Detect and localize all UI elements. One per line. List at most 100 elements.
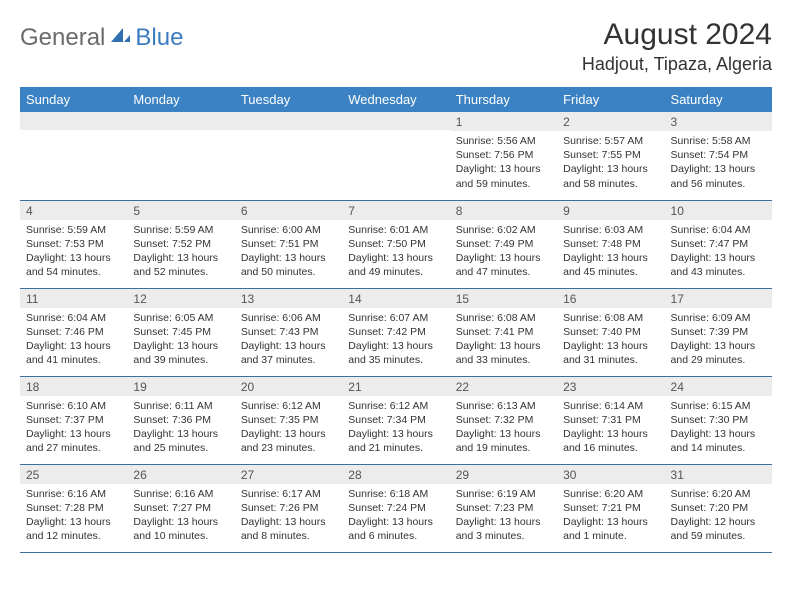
empty-day bbox=[20, 112, 127, 130]
sunrise-text: Sunrise: 5:56 AM bbox=[456, 134, 551, 148]
sunrise-text: Sunrise: 6:14 AM bbox=[563, 399, 658, 413]
calendar-body: 1Sunrise: 5:56 AMSunset: 7:56 PMDaylight… bbox=[20, 112, 772, 552]
calendar-day-cell: 16Sunrise: 6:08 AMSunset: 7:40 PMDayligh… bbox=[557, 288, 664, 376]
sunset-text: Sunset: 7:40 PM bbox=[563, 325, 658, 339]
calendar-week-row: 18Sunrise: 6:10 AMSunset: 7:37 PMDayligh… bbox=[20, 376, 772, 464]
sunrise-text: Sunrise: 6:18 AM bbox=[348, 487, 443, 501]
daylight-text: Daylight: 13 hours and 27 minutes. bbox=[26, 427, 121, 455]
day-number: 7 bbox=[342, 201, 449, 220]
day-details: Sunrise: 6:04 AMSunset: 7:46 PMDaylight:… bbox=[20, 308, 127, 372]
daylight-text: Daylight: 13 hours and 16 minutes. bbox=[563, 427, 658, 455]
day-details: Sunrise: 5:59 AMSunset: 7:52 PMDaylight:… bbox=[127, 220, 234, 284]
day-details: Sunrise: 6:08 AMSunset: 7:40 PMDaylight:… bbox=[557, 308, 664, 372]
sunrise-text: Sunrise: 6:16 AM bbox=[133, 487, 228, 501]
calendar-day-cell: 29Sunrise: 6:19 AMSunset: 7:23 PMDayligh… bbox=[450, 464, 557, 552]
sunrise-text: Sunrise: 6:13 AM bbox=[456, 399, 551, 413]
sunset-text: Sunset: 7:49 PM bbox=[456, 237, 551, 251]
daylight-text: Daylight: 13 hours and 50 minutes. bbox=[241, 251, 336, 279]
sunset-text: Sunset: 7:20 PM bbox=[671, 501, 766, 515]
calendar-day-cell: 23Sunrise: 6:14 AMSunset: 7:31 PMDayligh… bbox=[557, 376, 664, 464]
day-number: 9 bbox=[557, 201, 664, 220]
weekday-header: Friday bbox=[557, 87, 664, 112]
day-number: 18 bbox=[20, 377, 127, 396]
sunset-text: Sunset: 7:36 PM bbox=[133, 413, 228, 427]
sunrise-text: Sunrise: 5:59 AM bbox=[26, 223, 121, 237]
sunset-text: Sunset: 7:56 PM bbox=[456, 148, 551, 162]
sunset-text: Sunset: 7:32 PM bbox=[456, 413, 551, 427]
logo: General Blue bbox=[20, 18, 183, 52]
sunrise-text: Sunrise: 6:05 AM bbox=[133, 311, 228, 325]
sunrise-text: Sunrise: 6:04 AM bbox=[26, 311, 121, 325]
daylight-text: Daylight: 13 hours and 1 minute. bbox=[563, 515, 658, 543]
sunset-text: Sunset: 7:37 PM bbox=[26, 413, 121, 427]
daylight-text: Daylight: 13 hours and 21 minutes. bbox=[348, 427, 443, 455]
calendar-day-cell: 2Sunrise: 5:57 AMSunset: 7:55 PMDaylight… bbox=[557, 112, 664, 200]
sunrise-text: Sunrise: 6:10 AM bbox=[26, 399, 121, 413]
calendar-day-cell: 3Sunrise: 5:58 AMSunset: 7:54 PMDaylight… bbox=[665, 112, 772, 200]
calendar-week-row: 25Sunrise: 6:16 AMSunset: 7:28 PMDayligh… bbox=[20, 464, 772, 552]
day-details: Sunrise: 6:16 AMSunset: 7:27 PMDaylight:… bbox=[127, 484, 234, 548]
day-number: 10 bbox=[665, 201, 772, 220]
day-details: Sunrise: 6:12 AMSunset: 7:34 PMDaylight:… bbox=[342, 396, 449, 460]
day-number: 28 bbox=[342, 465, 449, 484]
day-number: 4 bbox=[20, 201, 127, 220]
daylight-text: Daylight: 13 hours and 39 minutes. bbox=[133, 339, 228, 367]
sunrise-text: Sunrise: 6:03 AM bbox=[563, 223, 658, 237]
sunrise-text: Sunrise: 6:08 AM bbox=[563, 311, 658, 325]
calendar-day-cell: 10Sunrise: 6:04 AMSunset: 7:47 PMDayligh… bbox=[665, 200, 772, 288]
sunset-text: Sunset: 7:47 PM bbox=[671, 237, 766, 251]
day-number: 27 bbox=[235, 465, 342, 484]
calendar-day-cell: 19Sunrise: 6:11 AMSunset: 7:36 PMDayligh… bbox=[127, 376, 234, 464]
sunset-text: Sunset: 7:54 PM bbox=[671, 148, 766, 162]
sunset-text: Sunset: 7:26 PM bbox=[241, 501, 336, 515]
sunrise-text: Sunrise: 6:20 AM bbox=[671, 487, 766, 501]
sunset-text: Sunset: 7:30 PM bbox=[671, 413, 766, 427]
calendar-day-cell: 27Sunrise: 6:17 AMSunset: 7:26 PMDayligh… bbox=[235, 464, 342, 552]
daylight-text: Daylight: 13 hours and 6 minutes. bbox=[348, 515, 443, 543]
calendar-day-cell: 15Sunrise: 6:08 AMSunset: 7:41 PMDayligh… bbox=[450, 288, 557, 376]
sunset-text: Sunset: 7:23 PM bbox=[456, 501, 551, 515]
daylight-text: Daylight: 13 hours and 31 minutes. bbox=[563, 339, 658, 367]
calendar-table: SundayMondayTuesdayWednesdayThursdayFrid… bbox=[20, 87, 772, 553]
month-title: August 2024 bbox=[582, 18, 772, 52]
day-number: 26 bbox=[127, 465, 234, 484]
day-number: 6 bbox=[235, 201, 342, 220]
day-details: Sunrise: 5:59 AMSunset: 7:53 PMDaylight:… bbox=[20, 220, 127, 284]
daylight-text: Daylight: 13 hours and 41 minutes. bbox=[26, 339, 121, 367]
daylight-text: Daylight: 13 hours and 8 minutes. bbox=[241, 515, 336, 543]
sunset-text: Sunset: 7:21 PM bbox=[563, 501, 658, 515]
daylight-text: Daylight: 13 hours and 10 minutes. bbox=[133, 515, 228, 543]
sunrise-text: Sunrise: 6:17 AM bbox=[241, 487, 336, 501]
sunset-text: Sunset: 7:55 PM bbox=[563, 148, 658, 162]
daylight-text: Daylight: 13 hours and 43 minutes. bbox=[671, 251, 766, 279]
sunset-text: Sunset: 7:24 PM bbox=[348, 501, 443, 515]
calendar-day-cell: 4Sunrise: 5:59 AMSunset: 7:53 PMDaylight… bbox=[20, 200, 127, 288]
day-details: Sunrise: 6:05 AMSunset: 7:45 PMDaylight:… bbox=[127, 308, 234, 372]
calendar-week-row: 4Sunrise: 5:59 AMSunset: 7:53 PMDaylight… bbox=[20, 200, 772, 288]
calendar-day-cell: 20Sunrise: 6:12 AMSunset: 7:35 PMDayligh… bbox=[235, 376, 342, 464]
daylight-text: Daylight: 13 hours and 14 minutes. bbox=[671, 427, 766, 455]
day-details: Sunrise: 6:06 AMSunset: 7:43 PMDaylight:… bbox=[235, 308, 342, 372]
calendar-day-cell bbox=[127, 112, 234, 200]
daylight-text: Daylight: 13 hours and 58 minutes. bbox=[563, 162, 658, 190]
day-number: 12 bbox=[127, 289, 234, 308]
day-details: Sunrise: 6:00 AMSunset: 7:51 PMDaylight:… bbox=[235, 220, 342, 284]
sunrise-text: Sunrise: 6:20 AM bbox=[563, 487, 658, 501]
calendar-day-cell bbox=[235, 112, 342, 200]
page-header: General Blue August 2024 Hadjout, Tipaza… bbox=[20, 18, 772, 75]
calendar-week-row: 11Sunrise: 6:04 AMSunset: 7:46 PMDayligh… bbox=[20, 288, 772, 376]
calendar-day-cell: 9Sunrise: 6:03 AMSunset: 7:48 PMDaylight… bbox=[557, 200, 664, 288]
day-details: Sunrise: 6:17 AMSunset: 7:26 PMDaylight:… bbox=[235, 484, 342, 548]
calendar-day-cell: 21Sunrise: 6:12 AMSunset: 7:34 PMDayligh… bbox=[342, 376, 449, 464]
sunset-text: Sunset: 7:46 PM bbox=[26, 325, 121, 339]
daylight-text: Daylight: 13 hours and 29 minutes. bbox=[671, 339, 766, 367]
day-details: Sunrise: 6:09 AMSunset: 7:39 PMDaylight:… bbox=[665, 308, 772, 372]
day-number: 8 bbox=[450, 201, 557, 220]
sunrise-text: Sunrise: 6:01 AM bbox=[348, 223, 443, 237]
sunset-text: Sunset: 7:35 PM bbox=[241, 413, 336, 427]
daylight-text: Daylight: 13 hours and 33 minutes. bbox=[456, 339, 551, 367]
sunset-text: Sunset: 7:31 PM bbox=[563, 413, 658, 427]
sunset-text: Sunset: 7:28 PM bbox=[26, 501, 121, 515]
day-details: Sunrise: 6:19 AMSunset: 7:23 PMDaylight:… bbox=[450, 484, 557, 548]
day-number: 13 bbox=[235, 289, 342, 308]
